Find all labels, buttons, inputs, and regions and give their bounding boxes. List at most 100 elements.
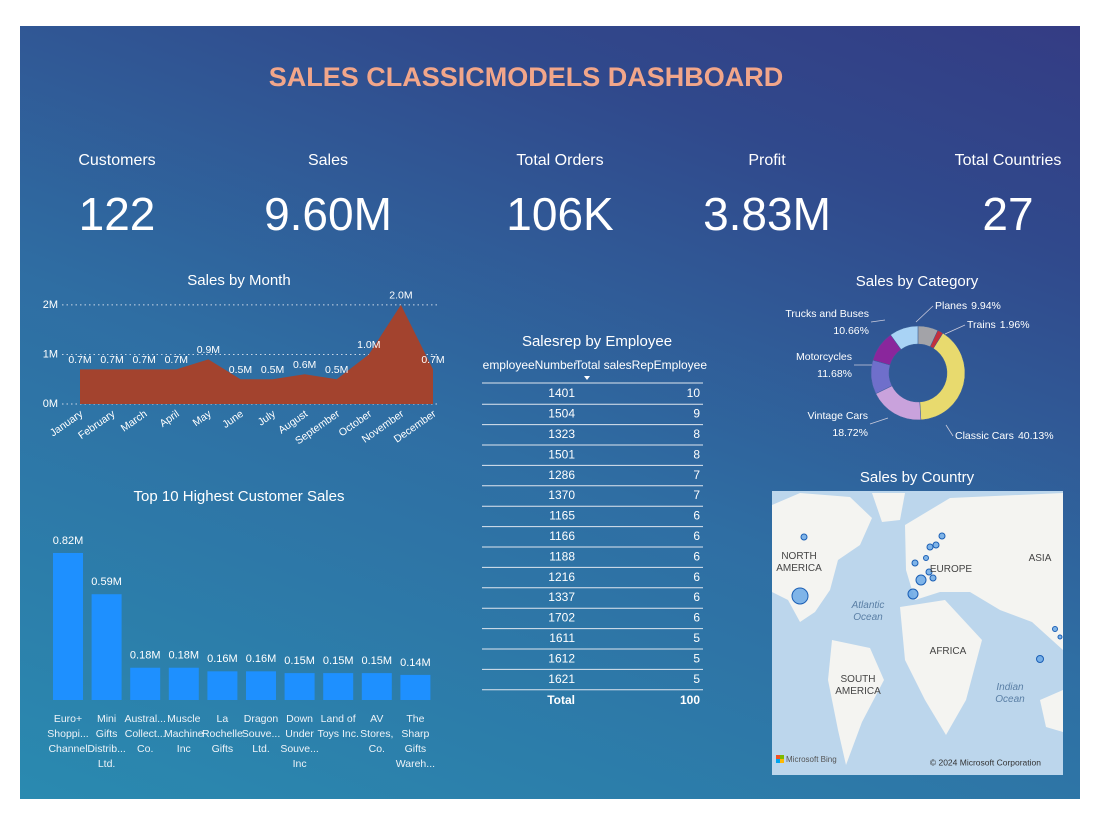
table-total: 100 (680, 693, 700, 707)
table-cell: 1166 (549, 529, 575, 543)
y-tick-label: 1M (43, 348, 58, 360)
kpi-value: 106K (506, 188, 614, 240)
table-cell: 9 (693, 407, 700, 421)
table-cell: 1337 (548, 590, 575, 604)
data-label: 0.82M (53, 535, 84, 547)
data-label: 0.7M (133, 354, 156, 366)
category-value: 1.96% (1000, 319, 1030, 331)
x-tick-label: April (157, 408, 181, 430)
data-label: 0.16M (207, 653, 238, 665)
bar (400, 674, 431, 700)
category-value: 9.94% (971, 300, 1001, 312)
data-label: 0.59M (91, 576, 122, 588)
table-cell: 1611 (549, 631, 575, 645)
bar (53, 553, 83, 700)
data-label: 0.18M (130, 650, 161, 662)
data-label: 0.15M (323, 655, 354, 667)
x-tick-label: The Sharp Gifts Wareh... (395, 713, 436, 770)
bar (361, 673, 392, 700)
map-copyright: © 2024 Microsoft Corporation (930, 757, 1041, 767)
kpi-value: 122 (79, 188, 156, 240)
table-cell: 6 (693, 509, 700, 523)
data-label: 0.7M (68, 354, 91, 366)
x-tick-label: March (119, 408, 150, 435)
map-label: SOUTH AMERICA (835, 674, 881, 697)
map-label: EUROPE (929, 564, 973, 575)
kpi-label: Total Countries (955, 152, 1062, 169)
table-cell: 1504 (548, 407, 575, 421)
category-value: 18.72% (832, 427, 868, 439)
map-title: Sales by Country (860, 469, 975, 486)
data-label: 2.0M (389, 290, 412, 302)
table-cell: 6 (693, 549, 700, 563)
x-tick-label: Euro+ Shoppi... Channel (47, 713, 89, 755)
kpi-label: Customers (78, 152, 155, 169)
y-tick-label: 2M (43, 299, 58, 311)
data-label: 0.5M (261, 364, 284, 376)
table-cell: 7 (693, 468, 700, 482)
table-cell: 8 (693, 447, 700, 461)
map-land (772, 493, 1063, 765)
table-cell: 5 (693, 631, 700, 645)
area (80, 304, 433, 404)
x-tick-label: Dragon Souve... Ltd. (241, 713, 281, 755)
x-tick-label: Austral... Collect... Co. (124, 713, 166, 755)
data-label: 0.9M (197, 344, 220, 356)
x-tick-label: AV Stores, Co. (360, 713, 394, 755)
table-cell: 5 (693, 672, 700, 686)
table-header: Total salesRepEmployee (575, 358, 707, 372)
dashboard-title: SALES CLASSICMODELS DASHBOARD (269, 62, 784, 92)
data-label: 0.6M (293, 359, 316, 371)
map-label: AFRICA (929, 646, 967, 657)
kpi-label: Profit (748, 152, 786, 169)
map-label: Atlantic Ocean (851, 600, 885, 623)
table-total: Total (547, 693, 575, 707)
data-label: 0.7M (421, 354, 444, 366)
data-label: 0.5M (229, 364, 252, 376)
chart-title: Sales by Category (856, 273, 979, 290)
table-cell: 1165 (549, 509, 575, 523)
bar (91, 594, 122, 700)
data-label: 0.14M (400, 657, 431, 669)
donut-label: Vintage Cars 18.72% (807, 410, 868, 439)
table-cell: 1401 (548, 386, 575, 400)
map-attribution: Microsoft Bing (786, 755, 837, 764)
data-label: 0.15M (284, 655, 315, 667)
table-cell: 1323 (548, 427, 575, 441)
x-tick-label: Down Under Souve... Inc (280, 713, 319, 770)
kpi-value: 3.83M (703, 188, 831, 240)
leader-line (944, 324, 966, 335)
data-label: 0.7M (165, 354, 188, 366)
kpi-label: Total Orders (516, 152, 603, 169)
table-cell: 1612 (548, 651, 575, 665)
y-tick-label: 0M (43, 398, 58, 410)
chart-title: Sales by Month (187, 272, 290, 289)
category-value: 10.66% (833, 325, 869, 337)
donut-label: Trucks and Buses 10.66% (785, 308, 869, 337)
map-label: ASIA (1028, 553, 1052, 564)
table-cell: 8 (693, 427, 700, 441)
bar (246, 671, 276, 700)
x-tick-label: July (256, 407, 279, 428)
table-cell: 1188 (549, 549, 575, 563)
category-value: 11.68% (817, 368, 852, 380)
map-label: Indian Ocean (995, 682, 1025, 705)
category-name: Trucks and Buses (785, 308, 869, 320)
table-cell: 1370 (548, 488, 575, 502)
leader-line (870, 319, 886, 323)
bing-logo (776, 755, 784, 763)
x-tick-label: February (76, 407, 118, 441)
donut-slice (919, 332, 966, 421)
x-tick-label: June (220, 408, 246, 431)
x-tick-label: May (191, 407, 215, 429)
table-cell: 6 (693, 590, 700, 604)
category-name: Trains (967, 319, 996, 331)
category-value: 40.13% (1018, 430, 1054, 442)
data-label: 1.0M (357, 339, 380, 351)
category-name: Vintage Cars (807, 410, 868, 422)
table-cell: 1286 (548, 468, 575, 482)
data-label: 0.15M (362, 655, 393, 667)
kpi-value: 27 (982, 188, 1033, 240)
x-tick-label: Mini Gifts Distrib... Ltd. (87, 713, 126, 770)
